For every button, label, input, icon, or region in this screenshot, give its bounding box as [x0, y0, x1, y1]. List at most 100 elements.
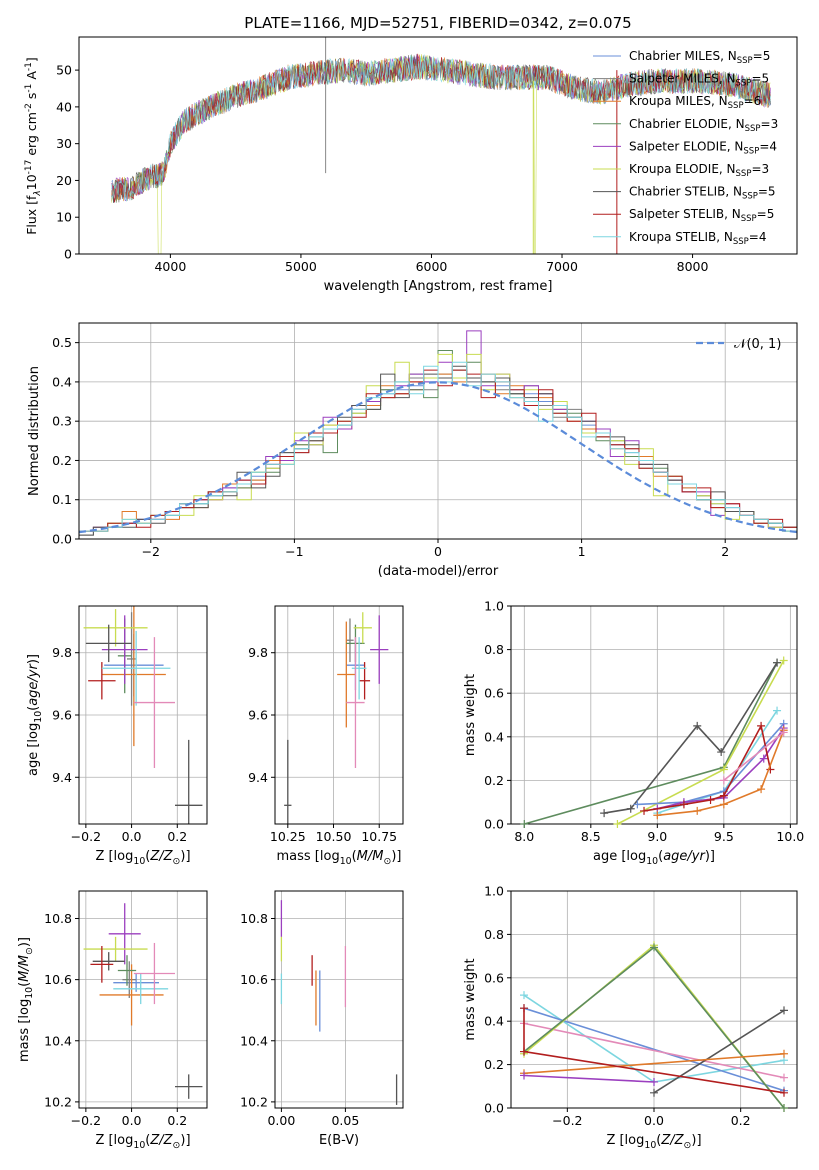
spectrum-legend-label-5: Kroupa ELODIE, NSSP=3 [629, 162, 769, 179]
mass-weight-vs-Z-marker-8-1 [520, 1047, 528, 1056]
mass-vs-EBV-ytick-label-0: 10.2 [240, 1094, 268, 1109]
spectrum-ytick-label-3: 30 [56, 136, 72, 151]
mass-weight-vs-age-ytick-label-5: 1.0 [484, 599, 504, 614]
mass-vs-Z-panel: −0.2 0.0 0.2 10.2 10.4 10.6 10.8 Z [log10​(Z/Z⊙… [44, 890, 208, 1151]
age-vs-mass-frame [274, 605, 404, 825]
residuals-xtick-label-3: 1 [578, 544, 586, 559]
residuals-ytick-label-4: 0.4 [52, 374, 72, 389]
mass-vs-Z-point-2 [99, 964, 164, 1026]
mass-weight-vs-age-line-6 [643, 723, 772, 812]
mass-weight-vs-age-marker-2-2 [779, 656, 788, 665]
mass-weight-vs-age-marker-1-0 [600, 809, 609, 818]
mass-vs-Z-xtick-label-2: 0.2 [167, 1113, 187, 1128]
residuals-frame [78, 322, 798, 540]
age-vs-mass-xtick-label-0: 10.25 [270, 829, 306, 844]
mass-vs-Z-point-7 [90, 946, 114, 983]
spectrum-ylabel: Flux [fλ​10-17​ erg cm-2​ s-1​ A-1​] [24, 57, 43, 235]
mass-vs-Z-xtick-label-0: −0.2 [71, 1113, 101, 1128]
mass-vs-EBV-xtick-label-0: 0.00 [267, 1113, 295, 1128]
mass-weight-vs-age-ylabel: mass weight [463, 674, 478, 756]
spectrum-xlabel: wavelength [Angstrom, rest frame] [324, 279, 553, 294]
mass-weight-vs-age-marker-6-3 [719, 791, 728, 800]
age-vs-mass-ytick-label-0: 9.4 [248, 770, 268, 785]
mass-weight-vs-age-marker-7-3 [757, 785, 766, 794]
mass-weight-vs-Z-ylabel: mass weight [463, 958, 478, 1040]
residuals-plot-area [79, 330, 797, 536]
mass-weight-vs-Z-xtick-label-0: −0.2 [552, 1113, 582, 1128]
spectrum-legend-label-7: Salpeter STELIB, NSSP=5 [629, 207, 774, 224]
mass-vs-Z-point-3 [117, 955, 137, 986]
spectrum-ytick-label-4: 40 [56, 99, 72, 114]
mass-weight-vs-age-marker-1-3 [717, 748, 726, 757]
spectrum-legend-label-1: Salpeter MILES, NSSP=5 [629, 72, 769, 89]
age-vs-mass-panel: 10.25 10.50 10.75 9.4 9.6 9.8 mass [log10​(M/M… [248, 605, 404, 867]
figure-title: PLATE=1166, MJD=52751, FIBERID=0342, z=0… [244, 14, 631, 32]
spectrum-legend-label-8: Kroupa STELIB, NSSP=4 [629, 230, 767, 247]
spectrum-series-7 [111, 54, 771, 203]
mass-weight-vs-age-marker-1-1 [626, 804, 635, 813]
age-vs-mass-xlabel: mass [log10​(M/M⊙​)] [277, 849, 402, 867]
age-vs-Z-point-4 [101, 615, 148, 684]
age-vs-mass-point-7 [351, 637, 367, 700]
mass-weight-vs-age-marker-8-1 [779, 728, 788, 737]
mass-vs-EBV-ytick-label-1: 10.4 [240, 1033, 268, 1048]
residuals-xtick-label-0: −2 [142, 544, 160, 559]
age-vs-Z-xtick-label-0: −0.2 [71, 829, 101, 844]
mass-weight-vs-age-xtick-label-3: 9.5 [714, 829, 734, 844]
mass-vs-Z-frame [78, 890, 208, 1109]
mass-weight-vs-age-marker-6-4 [757, 721, 766, 730]
residuals-xlabel: (data-model)/error [378, 564, 499, 579]
spectrum-xtick-label-4: 8000 [677, 259, 709, 274]
mass-weight-vs-Z-ytick-label-4: 0.8 [484, 927, 504, 942]
spectrum-xtick-label-1: 5000 [285, 259, 317, 274]
mass-weight-vs-Z-xtick-label-2: 0.2 [731, 1113, 751, 1128]
age-vs-mass-point-4 [370, 615, 389, 684]
spectrum-series-8 [111, 54, 771, 202]
mass-vs-Z-ytick-label-2: 10.6 [44, 972, 72, 987]
residuals-xtick-label-4: 2 [721, 544, 729, 559]
mass-weight-vs-Z-marker-4-1 [650, 943, 658, 952]
age-vs-Z-ytick-label-1: 9.6 [52, 708, 72, 723]
mass-weight-vs-Z-marker-5-1 [780, 1006, 788, 1015]
spectrum-legend-label-0: Chabrier MILES, NSSP=5 [629, 49, 770, 66]
mass-weight-vs-Z-marker-2-1 [780, 1073, 788, 1082]
residuals-ytick-label-2: 0.2 [52, 453, 72, 468]
mass-vs-EBV-panel: 0.00 0.05 10.2 10.4 10.6 10.8 E(B-V) [240, 890, 404, 1148]
mass-weight-vs-age-xlabel: age [log10​(age/yr)] [593, 849, 715, 867]
mass-weight-vs-Z-marker-8-0 [520, 1004, 528, 1013]
mass-vs-EBV-ytick-label-3: 10.8 [240, 911, 268, 926]
spectrum-panel: 4000 5000 6000 7000 8000 0 10 20 30 40 50 wavelengt… [56, 36, 798, 294]
residuals-ytick-label-5: 0.5 [52, 335, 72, 350]
age-vs-Z-point-6 [85, 624, 132, 663]
spectrum-legend-label-2: Kroupa MILES, NSSP=6 [629, 94, 761, 111]
mass-weight-vs-age-panel: 8.0 8.5 9.0 9.5 10.0 0.0 0.2 0.4 0.6 0.8 1.0 age [l… [484, 599, 804, 867]
age-vs-Z-ytick-label-0: 9.4 [52, 770, 72, 785]
mass-weight-vs-Z-ytick-label-0: 0.0 [484, 1101, 504, 1116]
age-vs-Z-xtick-label-2: 0.2 [167, 829, 187, 844]
mass-vs-EBV-ytick-label-2: 10.6 [240, 972, 268, 987]
spectrum-xtick-label-3: 7000 [546, 259, 578, 274]
mass-vs-EBV-xlabel: E(B-V) [319, 1133, 359, 1148]
mass-weight-vs-Z-line-7 [523, 1074, 655, 1083]
mass-vs-Z-xlabel: Z [log10​(Z/Z⊙​)] [95, 1133, 190, 1151]
age-vs-mass-xtick-label-2: 10.75 [361, 829, 397, 844]
mass-weight-vs-age-ytick-label-4: 0.8 [484, 642, 504, 657]
mass-weight-vs-age-marker-1-4 [773, 658, 782, 667]
mass-weight-vs-age-line-1 [603, 662, 778, 814]
mass-weight-vs-age-ytick-label-1: 0.2 [484, 773, 504, 788]
age-vs-mass-xtick-label-1: 10.50 [316, 829, 352, 844]
mass-vs-Z-xtick-label-1: 0.0 [122, 1113, 142, 1128]
mass-vs-Z-point-10 [175, 1074, 203, 1099]
age-vs-mass-plot-area [284, 612, 389, 824]
age-vs-Z-ylabel: age [log10​(age/yr)] [26, 654, 44, 776]
mass-vs-EBV-xtick-label-1: 0.05 [331, 1113, 359, 1128]
mass-weight-vs-age-marker-6-0 [640, 806, 649, 815]
mass-weight-vs-age-line-4 [637, 723, 785, 806]
age-vs-Z-point-8 [101, 630, 171, 706]
mass-vs-Z-point-8 [113, 973, 169, 1005]
mass-weight-vs-Z-marker-7-0 [520, 1071, 528, 1080]
age-vs-mass-point-1 [346, 618, 354, 663]
age-vs-mass-ytick-label-2: 9.8 [248, 645, 268, 660]
residuals-ytick-label-1: 0.1 [52, 492, 72, 507]
mass-weight-vs-Z-panel: −0.2 0.0 0.2 0.0 0.2 0.4 0.6 0.8 1.0 Z [log10​(Z/… [484, 884, 798, 1151]
